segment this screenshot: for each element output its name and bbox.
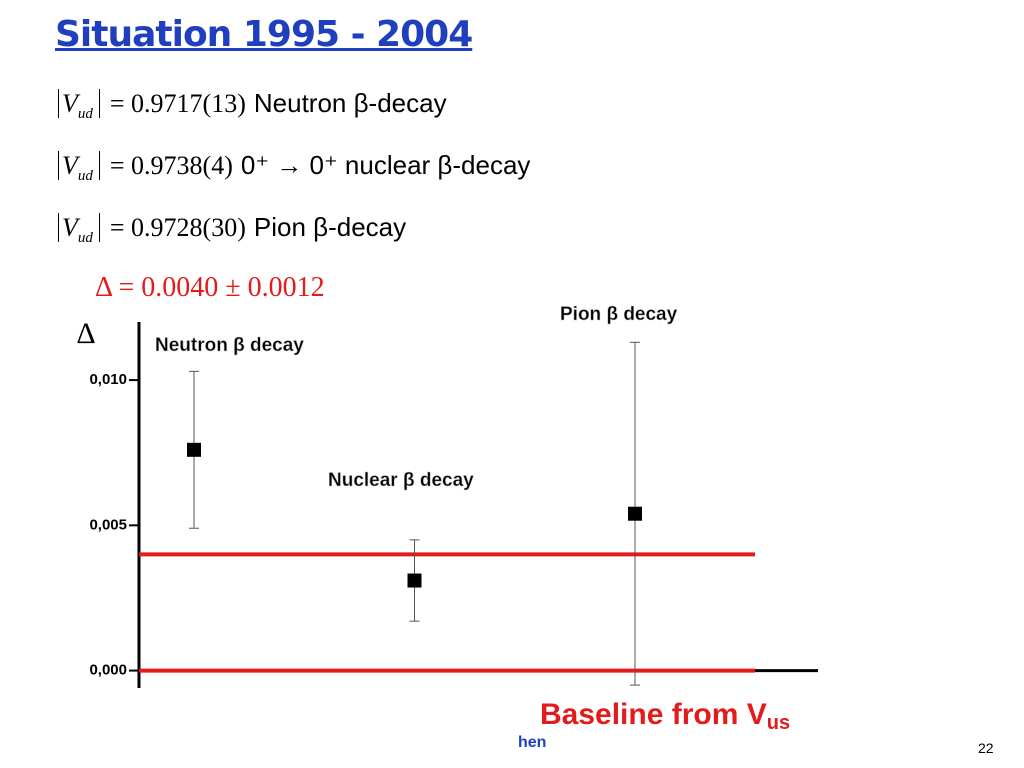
y-tick-label: 0,005 — [89, 516, 127, 533]
equation: Vud = 0.9728(30) Pion β-decay — [58, 212, 406, 247]
y-tick-label: 0,000 — [89, 662, 127, 679]
abs-symbol: Vud — [58, 89, 100, 122]
slide-title: Situation 1995 - 2004 — [55, 14, 473, 55]
baseline-label: Baseline from Vus — [540, 698, 790, 734]
symbol: V — [62, 213, 78, 242]
y-tick-label: 0,010 — [89, 371, 127, 388]
slide-number: 22 — [978, 740, 994, 756]
data-point — [628, 506, 642, 521]
data-point — [187, 442, 201, 457]
baseline-sub: us — [767, 712, 790, 734]
equation: Vud = 0.9738(4) 0⁺ → 0⁺ nuclear β-decay — [58, 150, 530, 185]
y-axis-label: Δ — [76, 317, 95, 350]
equation-value: = 0.9738(4) — [109, 151, 233, 180]
symbol: V — [62, 89, 78, 118]
symbol: V — [62, 151, 78, 180]
baseline-text: Baseline from V — [540, 698, 767, 731]
equation: Vud = 0.9717(13) Neutron β-decay — [58, 88, 447, 123]
equation-value: = 0.9728(30) — [109, 213, 246, 242]
data-point — [407, 573, 422, 588]
point-label: Neutron β decay — [155, 335, 304, 356]
footer-fragment: hen — [518, 734, 547, 751]
point-label: Nuclear β decay — [328, 470, 474, 491]
abs-symbol: Vud — [58, 151, 100, 184]
equation-value: = 0.9717(13) — [109, 89, 246, 118]
delta-result: Δ = 0.0040 ± 0.0012 — [95, 272, 325, 303]
equation-desc: Pion β-decay — [253, 212, 407, 242]
subscript: ud — [77, 106, 93, 123]
equation-desc: Neutron β-decay — [253, 88, 447, 118]
subscript: ud — [77, 168, 93, 185]
point-label: Pion β decay — [560, 304, 678, 325]
abs-symbol: Vud — [58, 213, 100, 246]
equation-desc: 0⁺ → 0⁺ nuclear β-decay — [240, 150, 531, 180]
subscript: ud — [77, 230, 93, 247]
